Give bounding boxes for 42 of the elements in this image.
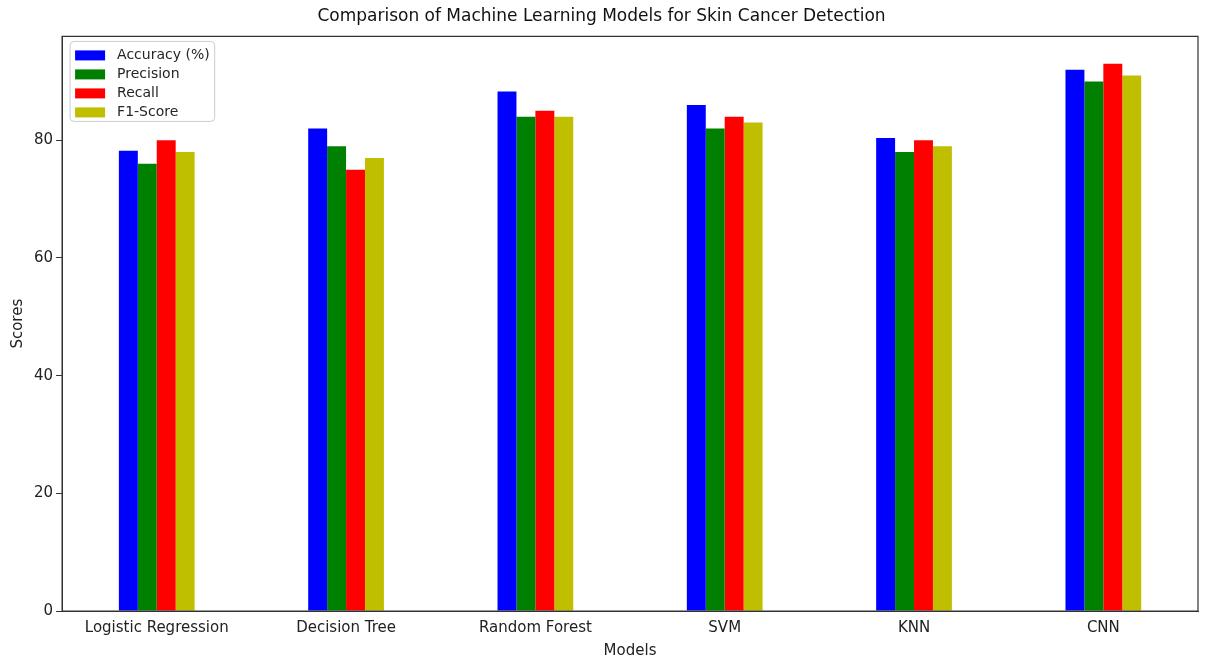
legend-label: F1-Score: [117, 103, 179, 120]
bar: [1084, 81, 1104, 611]
bar: [327, 146, 347, 611]
chart-title: Comparison of Machine Learning Models for Skin Cancer Detection: [317, 4, 886, 25]
bar: [1122, 75, 1142, 611]
bar: [516, 116, 536, 611]
y-axis-title: Scores: [7, 298, 26, 349]
x-tick-label: SVM: [708, 617, 742, 636]
bar: [554, 116, 574, 611]
bar: [308, 128, 328, 611]
legend-label: Recall: [117, 84, 159, 101]
y-tick-label: 20: [33, 483, 54, 502]
x-axis-title: Models: [603, 640, 657, 659]
x-tick-label: Logistic Regression: [84, 617, 229, 636]
bar: [118, 150, 138, 611]
bar: [137, 163, 157, 611]
x-tick-label: CNN: [1086, 617, 1120, 636]
bar: [365, 157, 384, 611]
bar: [1103, 63, 1123, 611]
legend-label: Precision: [117, 65, 180, 82]
bar: [686, 104, 706, 611]
bar: [497, 91, 517, 611]
bar: [914, 140, 933, 611]
y-tick-label: 0: [43, 600, 54, 619]
bar: [895, 152, 915, 611]
y-tick-label: 80: [33, 130, 54, 149]
bar: [156, 140, 176, 611]
x-tick-label: Decision Tree: [296, 617, 397, 636]
legend-label: Accuracy (%): [117, 46, 210, 63]
bar: [724, 116, 744, 611]
y-tick-label: 60: [33, 247, 54, 266]
bar: [535, 110, 555, 611]
x-tick-label: KNN: [897, 617, 931, 636]
bar: [346, 169, 365, 611]
bar: [743, 122, 763, 611]
bar: [705, 128, 725, 611]
y-tick-label: 40: [33, 365, 54, 384]
bar: [932, 146, 952, 611]
bar: [1065, 69, 1085, 611]
bar: [175, 152, 195, 611]
x-tick-label: Random Forest: [478, 617, 592, 636]
bar: [876, 137, 896, 611]
